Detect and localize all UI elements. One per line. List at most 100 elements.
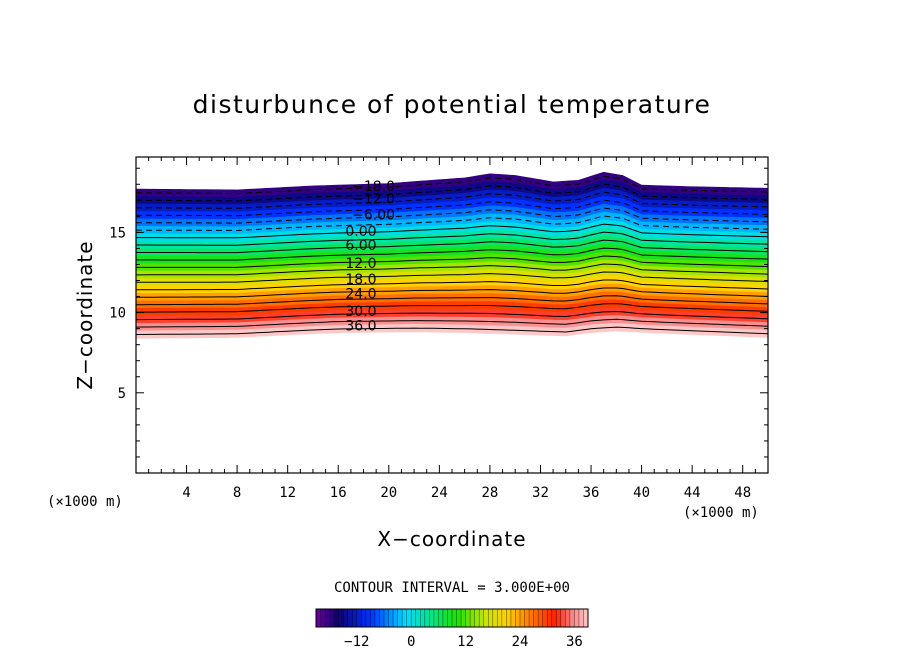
colorbar-tick-label: 12 <box>457 634 474 650</box>
colorbar-cell <box>456 609 462 627</box>
colorbar-cell <box>424 609 430 627</box>
x-tick-label: 8 <box>233 485 241 501</box>
colorbar-cell <box>393 609 399 627</box>
x-tick-label: 20 <box>380 485 397 501</box>
colorbar-cell <box>452 609 458 627</box>
colorbar-cell <box>510 609 516 627</box>
colorbar-cell <box>520 609 526 627</box>
x-tick-label: 44 <box>684 485 701 501</box>
x-tick-label: 12 <box>279 485 296 501</box>
colorbar-cell <box>569 609 575 627</box>
contour-label: 6.00 <box>345 238 376 254</box>
x-axis-unit-label: (×1000 m) <box>683 505 759 521</box>
y-axis-label: Z−coordinate <box>73 240 97 389</box>
colorbar-cell <box>365 609 371 627</box>
x-tick-label: 16 <box>330 485 347 501</box>
colorbar-cell <box>497 609 503 627</box>
colorbar-cell <box>402 609 408 627</box>
chart-title: disturbunce of potential temperature <box>193 90 712 119</box>
contour-line <box>136 271 769 283</box>
colorbar-cell <box>411 609 417 627</box>
y-tick-label: 5 <box>118 386 126 402</box>
colorbar-cell <box>415 609 421 627</box>
colorbar-tick-label: 24 <box>512 634 529 650</box>
colorbar-cell <box>356 609 362 627</box>
x-tick-label: 40 <box>633 485 650 501</box>
colorbar-cell <box>470 609 476 627</box>
contour-line <box>136 295 769 306</box>
contour-line <box>136 215 769 232</box>
colorbar-tick-label: 36 <box>566 634 583 650</box>
colorbar-cell <box>388 609 394 627</box>
colorbar-cell <box>361 609 367 627</box>
contour-labels: −18.0−12.0−6.000.006.00 12.018.024.0 30.03… <box>345 179 395 335</box>
x-tick-label: 36 <box>583 485 600 501</box>
contour-line <box>136 231 769 246</box>
colorbar-cell <box>320 609 326 627</box>
colorbar-cell <box>556 609 562 627</box>
contour-line <box>136 183 769 202</box>
colorbar-cell <box>465 609 471 627</box>
contour-line <box>135 175 769 195</box>
colorbar-cell <box>560 609 566 627</box>
colorbar-cell <box>547 609 553 627</box>
contour-line <box>136 263 769 276</box>
x-axis-label: X−coordinate <box>377 527 526 551</box>
contour-lines <box>135 175 769 335</box>
colorbar-cell <box>542 609 548 627</box>
colorbar-cell <box>538 609 544 627</box>
colorbar-cell <box>338 609 344 627</box>
colorbar-cell <box>506 609 512 627</box>
colorbar-cell <box>420 609 426 627</box>
contour-line <box>136 223 769 239</box>
colorbar-cell <box>533 609 539 627</box>
colorbar-cell <box>438 609 444 627</box>
contour-label: 12.0 <box>345 256 376 272</box>
y-axis-unit-label: (×1000 m) <box>47 494 123 510</box>
x-tick-label: 24 <box>431 485 448 501</box>
colorbar-cell <box>334 609 340 627</box>
colorbar-cell <box>515 609 521 627</box>
colorbar-cell <box>384 609 390 627</box>
colorbar-cell <box>343 609 349 627</box>
colorbar-frame <box>315 608 589 628</box>
contour-line <box>136 287 769 298</box>
contour-line <box>136 199 769 217</box>
contour-line <box>136 310 769 321</box>
contour-line <box>136 247 769 261</box>
contour-line <box>136 279 769 291</box>
x-tick-label: 4 <box>182 485 190 501</box>
colorbar-cell <box>501 609 507 627</box>
colorbar: −12 0 12 24 36 <box>315 608 589 650</box>
y-tick-label: 10 <box>109 306 126 322</box>
colorbar-cell <box>524 609 530 627</box>
colorbar-cell <box>352 609 358 627</box>
colorbar-cell <box>329 609 335 627</box>
y-tick-label: 15 <box>109 225 126 241</box>
colorbar-cell <box>406 609 412 627</box>
colorbar-cell <box>551 609 557 627</box>
colorbar-cell <box>397 609 403 627</box>
colorbar-cell <box>574 609 580 627</box>
contour-label: 24.0 <box>345 286 376 302</box>
colorbar-cell <box>565 609 571 627</box>
colorbar-cell <box>374 609 380 627</box>
contour-label: 30.0 <box>345 304 376 320</box>
contour-label: −6.00 <box>352 208 395 224</box>
colorbar-cell <box>347 609 353 627</box>
colorbar-cell <box>325 609 331 627</box>
colorbar-cell <box>529 609 535 627</box>
colorbar-cell <box>492 609 498 627</box>
colorbar-cell <box>583 609 589 627</box>
colorbar-cell <box>474 609 480 627</box>
colorbar-cell <box>379 609 385 627</box>
x-tick-label: 32 <box>532 485 549 501</box>
contour-line <box>135 303 769 313</box>
colorbar-cell <box>370 609 376 627</box>
colorbar-cell <box>578 609 584 627</box>
contour-label: 0.00 <box>345 224 376 240</box>
colorbar-cell <box>429 609 435 627</box>
x-tick-label: 28 <box>481 485 498 501</box>
contour-line <box>136 326 769 335</box>
